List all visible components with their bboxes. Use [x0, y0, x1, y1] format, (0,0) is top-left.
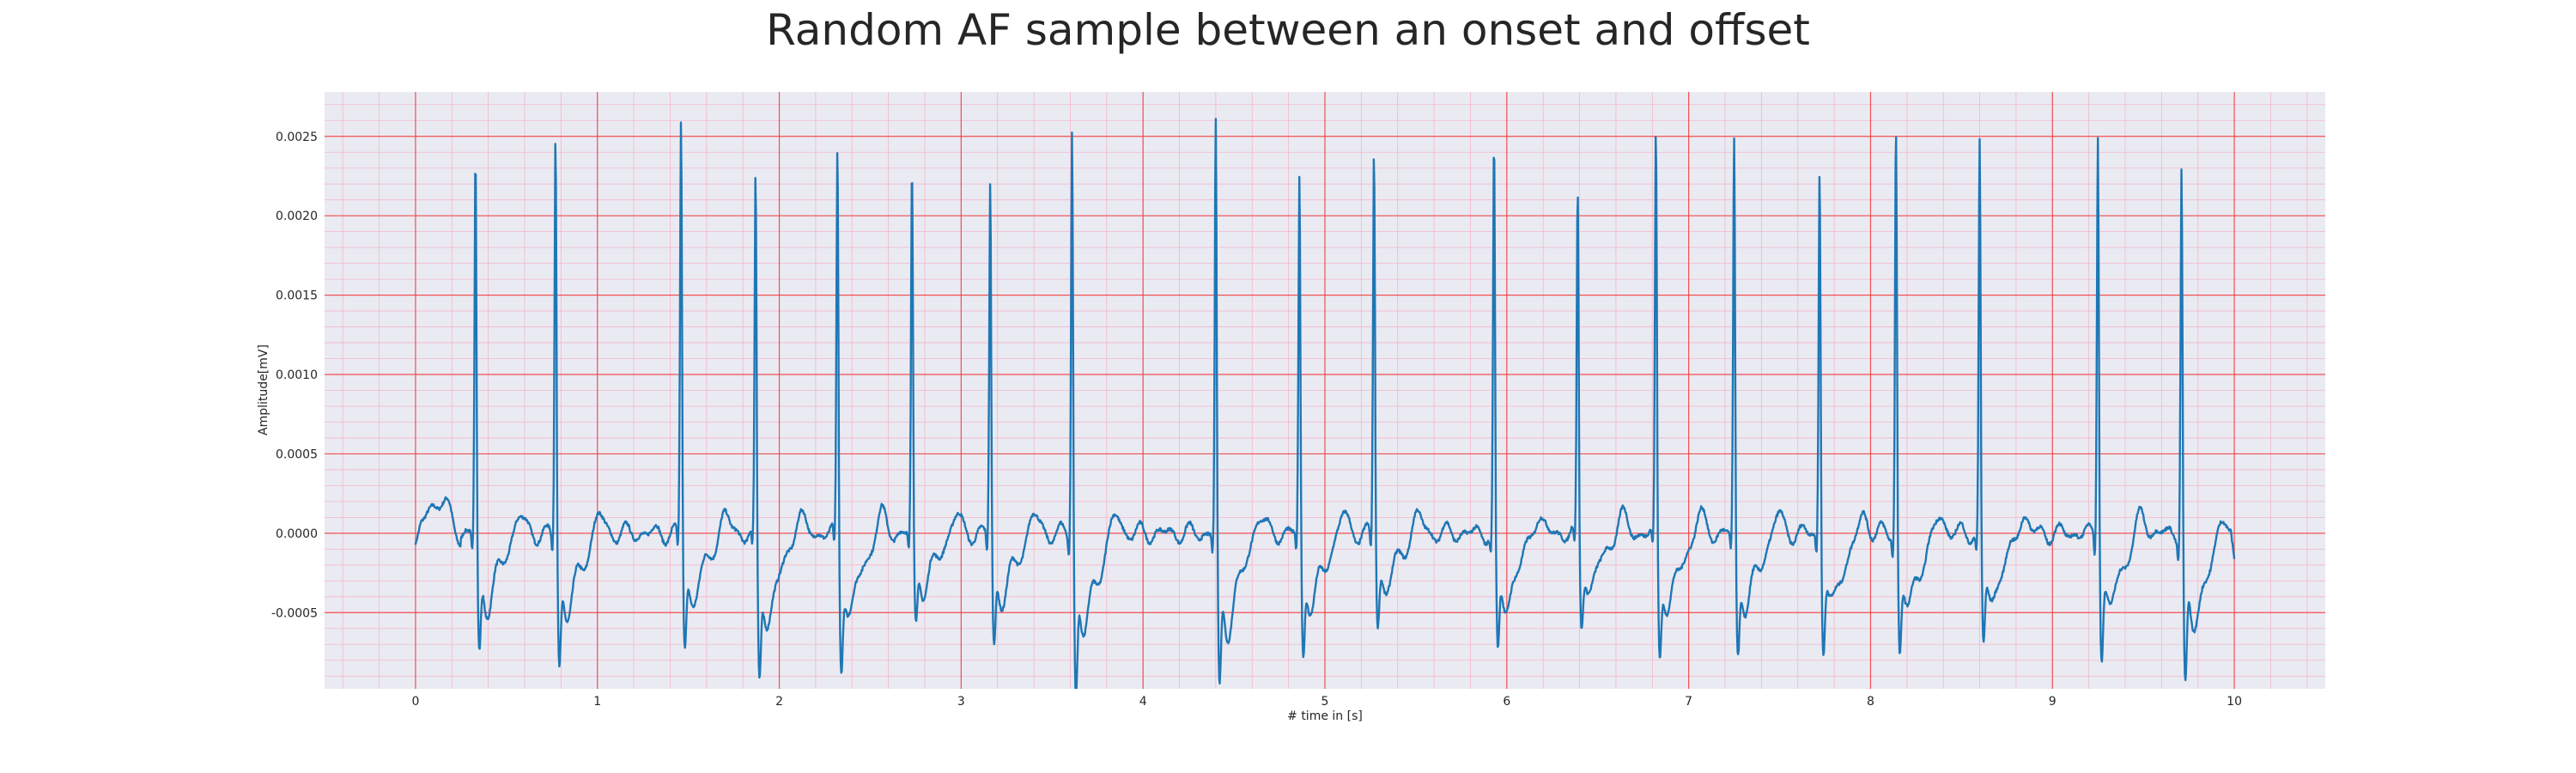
y-axis-ticks: -0.0005 0.0000 0.0005 0.0010 0.0015 0.0020 0.0… — [271, 131, 318, 621]
x-tick-label: 3 — [957, 695, 965, 709]
x-tick-label: 10 — [2227, 695, 2242, 709]
y-tick-label: 0.0020 — [276, 210, 318, 223]
y-tick-label: -0.0005 — [271, 606, 318, 620]
x-tick-label: 1 — [593, 695, 601, 709]
x-tick-label: 6 — [1503, 695, 1510, 709]
y-tick-label: 0.0000 — [276, 527, 318, 541]
x-axis-ticks: 0 1 2 3 4 5 6 7 8 9 10 — [411, 695, 2242, 709]
x-tick-label: 9 — [2049, 695, 2057, 709]
major-grid — [325, 92, 2325, 689]
x-tick-label: 4 — [1139, 695, 1147, 709]
y-tick-label: 0.0015 — [276, 289, 318, 303]
y-tick-label: 0.0025 — [276, 131, 318, 144]
y-tick-label: 0.0010 — [276, 368, 318, 382]
x-axis-label: # time in [s] — [1287, 709, 1363, 723]
x-tick-label: 7 — [1685, 695, 1692, 709]
x-tick-label: 2 — [775, 695, 783, 709]
y-axis-label: Amplitude[mV] — [257, 344, 270, 435]
x-tick-label: 5 — [1321, 695, 1329, 709]
x-tick-label: 0 — [411, 695, 419, 709]
ecg-series-line — [414, 118, 2236, 689]
y-tick-label: 0.0005 — [276, 447, 318, 461]
x-tick-label: 8 — [1867, 695, 1874, 709]
chart-title: Random AF sample between an onset and of… — [766, 5, 1810, 55]
